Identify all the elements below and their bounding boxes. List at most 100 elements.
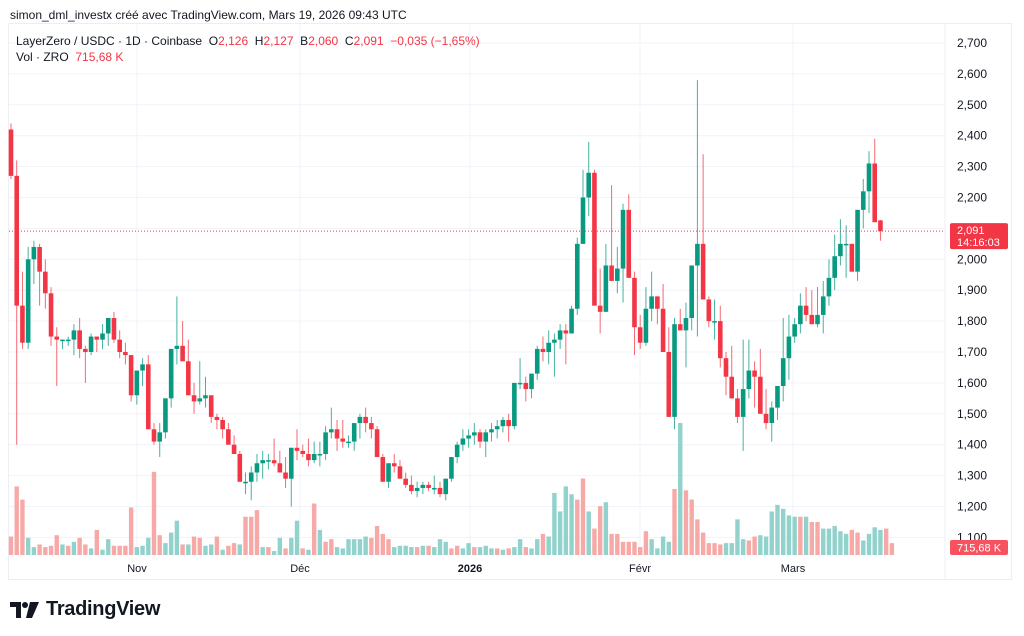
candle-body — [786, 336, 792, 359]
candle-body — [48, 293, 54, 337]
candle-body — [25, 259, 31, 343]
volume-bar — [77, 537, 82, 555]
candle-body — [151, 429, 157, 442]
candle-body — [220, 419, 225, 430]
candle-body — [758, 376, 763, 414]
volume-bar — [88, 548, 94, 555]
volume-bar — [128, 507, 134, 555]
volume-bar — [723, 543, 729, 555]
time-tick-label: 2026 — [458, 563, 482, 575]
volume-bar — [815, 522, 820, 555]
legend-high-value: 2,127 — [263, 34, 294, 48]
candle-body — [820, 296, 826, 315]
volume-bar — [134, 547, 140, 555]
volume-bar — [271, 551, 277, 555]
candle-body — [689, 265, 694, 319]
candle-body — [523, 382, 529, 390]
volume-bar — [678, 423, 683, 555]
candle-body — [140, 364, 145, 371]
candle-body — [163, 398, 168, 433]
price-tick-label: 2,000 — [957, 252, 987, 266]
volume-bar — [689, 499, 694, 555]
candle-body — [632, 277, 637, 328]
candle-body — [512, 382, 517, 427]
candle-body — [454, 444, 460, 458]
volume-bar — [454, 545, 460, 555]
legend-low-value: 2,060 — [308, 34, 339, 48]
volume-bar — [254, 510, 260, 555]
volume-bar — [66, 545, 71, 555]
volume-bar — [174, 520, 180, 555]
candle-body — [775, 385, 780, 408]
candle-body — [254, 463, 260, 473]
price-tick-label: 2,700 — [957, 36, 987, 50]
candle-body — [843, 243, 849, 246]
volume-bar — [632, 541, 637, 555]
candle-body — [248, 472, 254, 482]
tradingview-logo-icon — [10, 601, 39, 618]
candle-body — [128, 355, 134, 396]
candle-body — [529, 373, 534, 390]
volume-bar — [546, 536, 551, 555]
candle-body — [237, 453, 243, 482]
candle-body — [500, 419, 506, 427]
candle-body — [386, 463, 391, 482]
price-tick-label: 2,400 — [957, 129, 987, 143]
volume-bar — [243, 516, 248, 555]
volume-bar — [237, 544, 242, 555]
candle-body — [769, 407, 775, 424]
candle-body — [157, 432, 163, 442]
volume-bar — [94, 529, 99, 555]
volume-bar — [517, 539, 523, 555]
volume-bar — [392, 547, 397, 555]
volume-bar — [557, 511, 563, 555]
candle-body — [363, 416, 368, 424]
volume-bar — [695, 519, 700, 555]
volume-bar — [700, 532, 706, 555]
volume-bar — [209, 544, 214, 555]
candle-body — [294, 447, 300, 451]
candle-body — [271, 460, 277, 464]
volume-tag: 715,68 K — [950, 540, 1008, 555]
candle-body — [838, 243, 843, 257]
candle-body — [266, 460, 271, 462]
volume-bar — [523, 547, 528, 555]
candle-body — [729, 376, 735, 399]
candle-body — [700, 243, 706, 300]
volume-bar — [660, 536, 666, 555]
volume-bar — [180, 544, 185, 555]
candle-body — [60, 339, 65, 342]
candle-body — [134, 370, 140, 396]
volume-bar — [620, 541, 626, 555]
volume-bar — [746, 540, 752, 555]
volume-bar — [489, 548, 494, 555]
volume-bar — [849, 529, 855, 555]
volume-bar — [752, 536, 757, 555]
chart-frame — [8, 23, 1012, 580]
candle-body — [380, 457, 386, 482]
volume-bar — [43, 547, 48, 555]
volume-bar — [569, 494, 574, 555]
legend-ohlc-row: LayerZero / USDC · 1D · Coinbase O2,126 … — [16, 33, 480, 49]
candle-body — [540, 348, 546, 352]
candle-body — [637, 327, 643, 343]
candle-body — [20, 305, 25, 343]
candle-body — [288, 447, 294, 479]
time-axis[interactable]: Nov Déc 2026 Févr Mars — [127, 563, 805, 575]
candle-body — [260, 460, 265, 464]
volume-bar — [649, 539, 654, 555]
candle-body — [346, 441, 351, 444]
candle-body — [443, 478, 449, 495]
price-axis[interactable]: 2,7002,6002,5002,4002,3002,2002,1002,000… — [957, 36, 987, 544]
chart-credit: simon_dml_investx créé avec TradingView.… — [10, 8, 407, 22]
candle-body — [826, 277, 832, 297]
candle-body — [83, 348, 88, 352]
tradingview-logo[interactable]: TradingView — [10, 598, 160, 621]
candle-body — [580, 197, 586, 244]
candle-body — [597, 305, 603, 312]
candle-body — [780, 358, 786, 386]
volume-bar — [226, 545, 231, 555]
volume-bar — [781, 508, 786, 555]
candle-body — [111, 318, 117, 340]
